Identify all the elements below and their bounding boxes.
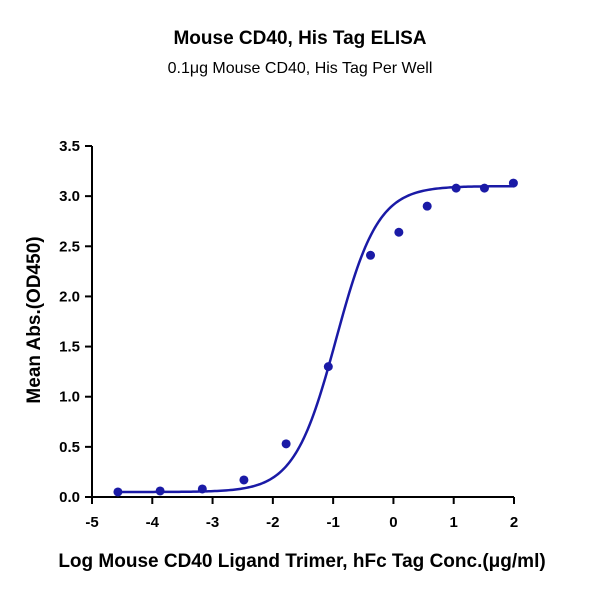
data-point — [508, 178, 518, 188]
y-tick-label: 0.0 — [59, 489, 80, 506]
y-tick-label: 2.0 — [59, 288, 80, 305]
y-axis-title: Mean Abs.(OD450) — [24, 236, 45, 403]
x-axis-title: Log Mouse CD40 Ligand Trimer, hFc Tag Co… — [58, 551, 545, 572]
fit-curve-line — [117, 184, 514, 494]
y-tick-label: 3.0 — [59, 188, 80, 205]
x-tick-label: -4 — [146, 514, 160, 531]
y-tick-label: 3.5 — [59, 138, 80, 155]
x-tick-label: 1 — [450, 514, 458, 531]
x-tick-label: 2 — [510, 514, 518, 531]
x-tick-label: -1 — [326, 514, 339, 531]
data-point — [197, 484, 207, 494]
chart-subtitle: 0.1μg Mouse CD40, His Tag Per Well — [167, 60, 433, 77]
fit-curve-layer — [117, 184, 514, 494]
data-point — [422, 201, 432, 211]
y-tick-label: 1.0 — [59, 389, 80, 406]
data-point — [239, 475, 249, 485]
chart-title: Mouse CD40, His Tag ELISA — [173, 28, 427, 49]
data-point — [323, 362, 333, 372]
data-point — [479, 183, 489, 193]
data-point — [451, 183, 461, 193]
data-point — [113, 487, 123, 497]
data-point — [394, 227, 404, 237]
data-points-layer — [113, 178, 518, 497]
data-point — [155, 486, 165, 496]
data-point — [281, 439, 291, 449]
x-tick-label: 0 — [389, 514, 397, 531]
data-point — [366, 250, 376, 260]
y-tick-label: 0.5 — [59, 439, 80, 456]
x-tick-label: -5 — [85, 514, 98, 531]
x-tick-label: -2 — [266, 514, 279, 531]
y-tick-label: 2.5 — [59, 238, 80, 255]
x-tick-label: -3 — [206, 514, 219, 531]
axes: -5 -4 -3 -2 -1 0 1 2 0.0 0.5 1.0 1.5 2.0 2.5 3.0 3.5 — [59, 138, 518, 531]
y-tick-label: 1.5 — [59, 339, 80, 356]
